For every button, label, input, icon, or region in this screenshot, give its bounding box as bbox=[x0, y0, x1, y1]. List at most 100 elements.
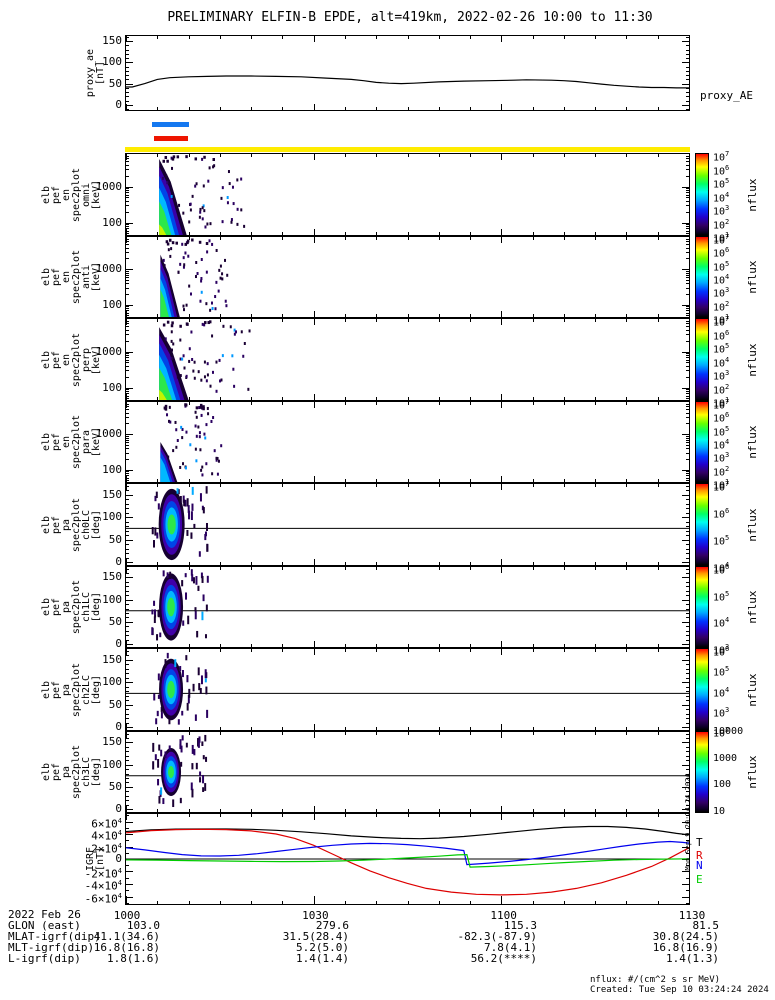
axis-tick bbox=[376, 232, 377, 235]
axis-tick bbox=[126, 531, 129, 532]
axis-tick bbox=[686, 205, 689, 206]
axis-tick bbox=[595, 36, 596, 39]
axis-tick bbox=[126, 88, 129, 89]
axis-tick bbox=[626, 809, 627, 812]
axis-tick bbox=[376, 237, 377, 240]
axis-tick bbox=[564, 644, 565, 647]
colorbar-en_anti bbox=[695, 236, 709, 318]
axis-tick bbox=[682, 577, 689, 578]
igrf-legend-E: E bbox=[696, 873, 703, 886]
axis-tick bbox=[408, 649, 409, 652]
axis-tick bbox=[686, 718, 689, 719]
axis-tick bbox=[376, 901, 377, 904]
axis-tick bbox=[470, 567, 471, 570]
axis-tick bbox=[658, 154, 659, 157]
axis-tick bbox=[682, 742, 689, 743]
panel-en_anti bbox=[125, 236, 690, 318]
axis-tick bbox=[157, 154, 158, 157]
axis-tick bbox=[314, 311, 315, 317]
axis-tick bbox=[686, 687, 689, 688]
axis-tick bbox=[686, 288, 689, 289]
axis-tick bbox=[376, 314, 377, 317]
axis-tick bbox=[686, 330, 689, 331]
axis-tick bbox=[533, 107, 534, 110]
axis-tick bbox=[126, 504, 129, 505]
panel-proxy_ae bbox=[125, 35, 690, 111]
axis-tick bbox=[686, 471, 689, 472]
axis-tick bbox=[126, 389, 129, 390]
axis-tick bbox=[533, 397, 534, 400]
axis-tick bbox=[126, 306, 129, 307]
axis-tick bbox=[686, 360, 689, 361]
axis-tick bbox=[564, 901, 565, 904]
axis-tick bbox=[157, 732, 158, 735]
axis-tick bbox=[658, 319, 659, 322]
axis-tick bbox=[282, 154, 283, 157]
axis-tick bbox=[126, 161, 129, 162]
axis-tick bbox=[658, 484, 659, 487]
axis-tick bbox=[658, 814, 659, 817]
axis-tick bbox=[501, 806, 502, 812]
axis-tick bbox=[686, 640, 689, 641]
axis-tick bbox=[682, 352, 689, 353]
axis-tick bbox=[686, 714, 689, 715]
axis-tick bbox=[658, 732, 659, 735]
axis-tick bbox=[501, 237, 502, 243]
axis-tick bbox=[282, 479, 283, 482]
axis-tick bbox=[439, 237, 440, 240]
axis-tick bbox=[157, 644, 158, 647]
axis-tick bbox=[345, 36, 346, 39]
axis-tick bbox=[686, 613, 689, 614]
axis-tick bbox=[126, 535, 129, 536]
axis-tick bbox=[595, 732, 596, 735]
table-cell: 16.8(16.9) bbox=[652, 941, 719, 954]
colorbar-tick-label: 104 bbox=[713, 355, 730, 369]
colorbar-unit-text: nflux bbox=[746, 755, 759, 789]
axis-tick bbox=[686, 226, 689, 227]
axis-tick bbox=[689, 724, 690, 730]
panel-ylabel-text: IGRF [nT] bbox=[85, 846, 106, 872]
y-tick-label: -6×104 bbox=[84, 891, 122, 906]
axis-tick bbox=[626, 154, 627, 157]
axis-tick bbox=[126, 517, 133, 518]
axis-tick bbox=[126, 756, 129, 757]
axis-tick bbox=[470, 814, 471, 817]
axis-tick bbox=[189, 36, 190, 39]
axis-tick bbox=[686, 75, 689, 76]
axis-tick bbox=[564, 649, 565, 652]
axis-tick bbox=[686, 248, 689, 249]
axis-tick bbox=[689, 896, 690, 904]
axis-tick bbox=[345, 732, 346, 735]
axis-tick bbox=[682, 187, 689, 188]
axis-tick bbox=[686, 508, 689, 509]
axis-tick bbox=[682, 223, 689, 224]
axis-tick bbox=[345, 644, 346, 647]
axis-tick bbox=[282, 809, 283, 812]
axis-tick bbox=[682, 787, 689, 788]
axis-tick bbox=[595, 484, 596, 487]
axis-tick bbox=[439, 314, 440, 317]
axis-tick bbox=[345, 237, 346, 240]
panel-plot-area-pa_ch3LC bbox=[126, 734, 689, 808]
igrf-legend-N: N bbox=[696, 859, 703, 872]
axis-tick bbox=[439, 732, 440, 735]
panel-ylabel-text: elb pef pa spec2plot ch0LC [deg] bbox=[41, 497, 102, 552]
axis-tick bbox=[345, 562, 346, 565]
colorbar-tick-label: 10 bbox=[713, 806, 726, 817]
table-row-label: MLAT-igrf(dip) bbox=[8, 930, 101, 943]
axis-tick bbox=[682, 809, 689, 810]
axis-tick bbox=[682, 540, 689, 541]
axis-tick bbox=[595, 314, 596, 317]
axis-tick bbox=[126, 54, 129, 55]
axis-tick bbox=[501, 896, 502, 904]
axis-tick bbox=[686, 231, 689, 232]
y-tick-label: 100 bbox=[102, 215, 122, 229]
axis-tick bbox=[376, 732, 377, 735]
axis-tick bbox=[126, 569, 129, 570]
axis-tick bbox=[126, 814, 127, 820]
axis-tick bbox=[439, 107, 440, 110]
axis-tick bbox=[126, 705, 133, 706]
table-row-label: GLON (east) bbox=[8, 919, 81, 932]
axis-tick bbox=[686, 156, 689, 157]
axis-tick bbox=[282, 644, 283, 647]
